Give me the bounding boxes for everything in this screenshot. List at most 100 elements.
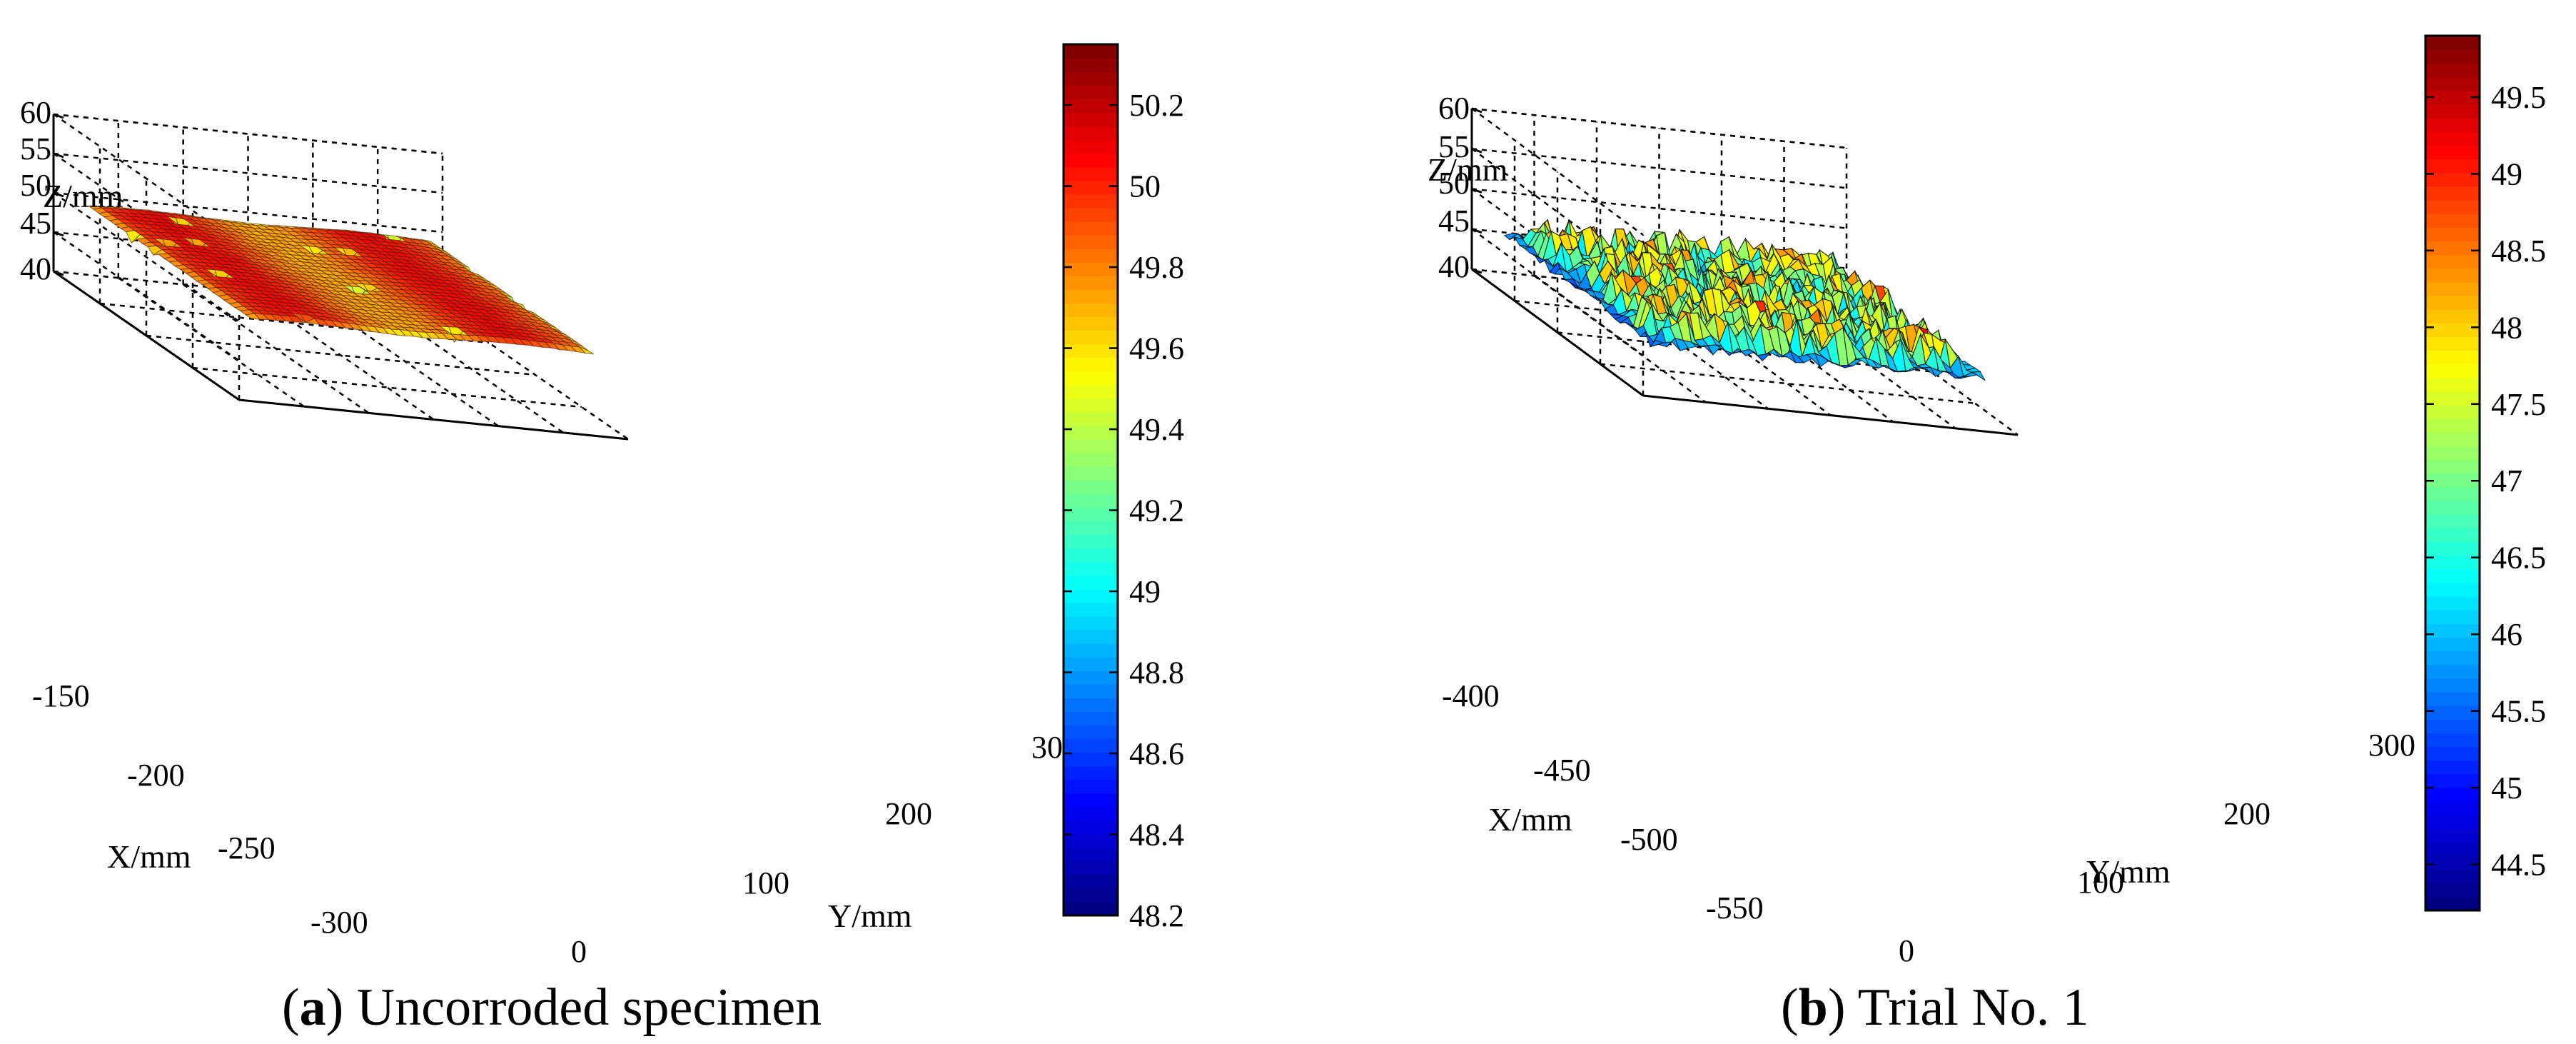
b-colorbar-segment xyxy=(2425,815,2480,829)
b-colorbar-frame xyxy=(2424,34,2481,912)
b-colorbar-segment xyxy=(2425,281,2480,296)
b-y-tick-label: 100 xyxy=(2077,865,2124,900)
b-colorbar-segment xyxy=(2425,609,2480,624)
a-z-tick-label: 40 xyxy=(20,251,51,286)
a-colorbar-segment xyxy=(1064,262,1118,276)
b-colorbar-segment xyxy=(2425,637,2480,652)
a-colorbar-segment xyxy=(1064,888,1118,903)
b-colorbar-segment xyxy=(2425,63,2480,78)
a-colorbar-segment xyxy=(1064,207,1118,222)
b-colorbar-tick-label: 48.5 xyxy=(2491,234,2546,268)
panel-a-colorbar: 48.2 48.4 48.6 48.8 49 49.2 49.4 49.6 49.8 50 50.2 xyxy=(1062,43,1184,933)
a-colorbar-tick-label: 50.2 xyxy=(1129,88,1184,123)
b-colorbar-segment xyxy=(2425,459,2480,474)
b-x-tick-label: -450 xyxy=(1533,753,1591,788)
b-colorbar-segment xyxy=(2425,678,2480,693)
a-z-tickmark xyxy=(53,231,64,237)
b-colorbar-segment xyxy=(2425,363,2480,378)
a-colorbar-tick-label: 49.4 xyxy=(1129,412,1184,447)
b-colorbar-segment xyxy=(2425,336,2480,351)
b-colorbar-tick-label: 49 xyxy=(2491,156,2522,191)
b-colorbar-segment xyxy=(2425,117,2480,132)
b-colorbar-tick-label: 47 xyxy=(2491,463,2522,498)
b-x-axis xyxy=(1471,268,1644,397)
b-colorbar-segment xyxy=(2425,295,2480,310)
a-x-axis xyxy=(53,270,240,401)
b-colorbar-tick-label: 45 xyxy=(2491,771,2522,805)
a-colorbar-segment xyxy=(1064,738,1118,753)
a-colorbar-segment xyxy=(1064,371,1118,386)
a-z-tickmark xyxy=(53,152,64,159)
b-colorbar-segment xyxy=(2425,308,2480,323)
a-colorbar-segment xyxy=(1064,521,1118,536)
panel-b-surface xyxy=(1503,218,1986,381)
a-colorbar-frame xyxy=(1062,43,1119,917)
a-colorbar-tick-label: 48.8 xyxy=(1129,656,1184,691)
b-colorbar-segment xyxy=(2425,691,2480,706)
a-colorbar-segment xyxy=(1064,303,1118,318)
a-colorbar-tick-label: 49.6 xyxy=(1129,331,1184,366)
b-z-tick-label: 60 xyxy=(1438,91,1470,126)
a-colorbar-segment xyxy=(1064,58,1118,72)
a-colorbar-segment xyxy=(1064,874,1118,889)
b-x-tick-label: -400 xyxy=(1442,678,1500,713)
a-colorbar-segment xyxy=(1064,725,1118,739)
b-z-tickmark xyxy=(1471,228,1483,234)
panel-b-caption-text: ) Trial No. 1 xyxy=(1828,978,2089,1037)
b-colorbar-segment xyxy=(2425,828,2480,843)
b-y-tick-label: 300 xyxy=(2368,728,2415,763)
a-colorbar-segment xyxy=(1064,602,1118,617)
b-colorbar-segment xyxy=(2425,268,2480,283)
panel-a-surface xyxy=(86,205,594,355)
b-y-tick-label: 0 xyxy=(1899,933,1914,968)
b-colorbar-segment xyxy=(2425,350,2480,365)
a-colorbar-tick-label: 48.2 xyxy=(1129,898,1184,933)
b-z-tick-label: 50 xyxy=(1438,166,1470,201)
a-colorbar-segment xyxy=(1064,452,1118,467)
b-colorbar-segment xyxy=(2425,486,2480,501)
a-colorbar-segment xyxy=(1064,330,1118,345)
b-colorbar-tick-label: 49.5 xyxy=(2491,80,2546,115)
a-colorbar-segment xyxy=(1064,656,1118,671)
panel-b-z-axis-label: Z/mm xyxy=(1428,151,1508,188)
a-colorbar-segment xyxy=(1064,616,1118,631)
a-colorbar-segment xyxy=(1064,766,1118,781)
a-colorbar-segment xyxy=(1064,820,1118,835)
b-colorbar-tick-label: 46.5 xyxy=(2491,541,2546,576)
b-colorbar-tick-label: 47.5 xyxy=(2491,387,2546,422)
a-z-tick-label: 55 xyxy=(20,131,51,166)
b-colorbar-tick-label: 46 xyxy=(2491,617,2522,652)
b-z-tick-label: 55 xyxy=(1438,129,1470,164)
b-surface-patch xyxy=(1970,371,1986,381)
b-colorbar-segment xyxy=(2425,623,2480,638)
a-colorbar-segment xyxy=(1064,480,1118,494)
b-colorbar-segment xyxy=(2425,500,2480,515)
a-colorbar-segment xyxy=(1064,221,1118,236)
b-colorbar-segment xyxy=(2425,800,2480,815)
panel-b-caption-letter: b xyxy=(1799,978,1828,1037)
b-colorbar-segment xyxy=(2425,49,2480,64)
b-colorbar-segment xyxy=(2425,213,2480,228)
b-y-tick-label: 200 xyxy=(2223,796,2271,831)
a-colorbar-segment xyxy=(1064,438,1118,453)
b-colorbar-segment xyxy=(2425,733,2480,748)
a-colorbar-segment xyxy=(1064,588,1118,603)
a-colorbar-segment xyxy=(1064,44,1118,59)
b-z-tick-label: 45 xyxy=(1438,204,1470,239)
a-colorbar-segment xyxy=(1064,71,1118,86)
panel-b-y-axis-label: Y/mm xyxy=(2086,853,2171,890)
b-colorbar-segment xyxy=(2425,241,2480,256)
b-colorbar-segment xyxy=(2425,199,2480,214)
b-colorbar-segment xyxy=(2425,36,2480,50)
a-colorbar-segment xyxy=(1064,85,1118,100)
a-colorbar-segment xyxy=(1064,493,1118,508)
a-colorbar-tick-label: 50 xyxy=(1129,169,1161,204)
b-colorbar-segment xyxy=(2425,186,2480,201)
b-colorbar-tick-label: 45.5 xyxy=(2491,694,2546,729)
a-surface-patch xyxy=(579,346,594,355)
b-z-tickmark xyxy=(1471,188,1483,194)
b-colorbar-segment xyxy=(2425,418,2480,433)
a-gridline xyxy=(53,191,240,323)
b-colorbar-segment xyxy=(2425,746,2480,761)
a-colorbar-segment xyxy=(1064,276,1118,290)
